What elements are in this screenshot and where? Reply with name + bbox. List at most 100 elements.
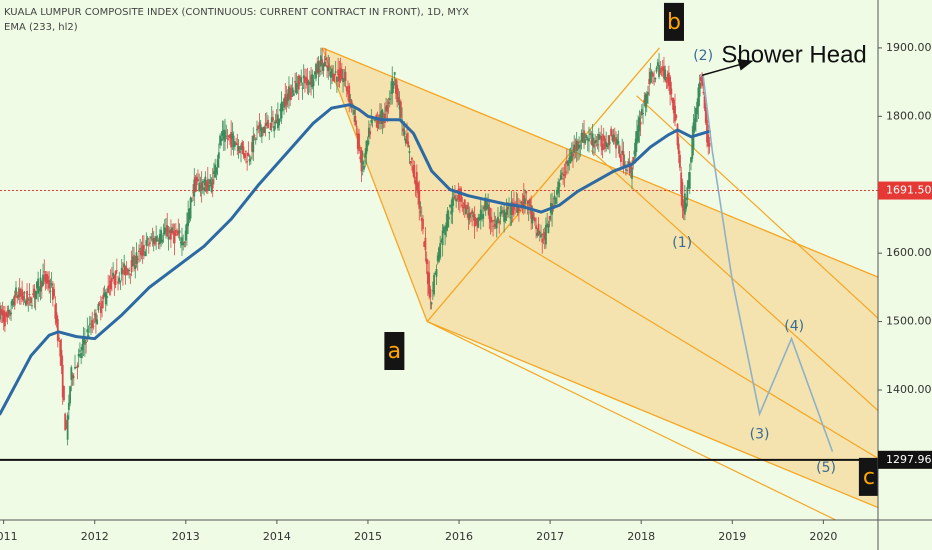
candle-body bbox=[286, 93, 289, 102]
candle-body bbox=[215, 167, 218, 174]
candle-body bbox=[552, 204, 555, 207]
candle-body bbox=[108, 285, 111, 288]
candle-body bbox=[584, 139, 587, 144]
candle-body bbox=[591, 133, 594, 146]
ema-series bbox=[0, 103, 712, 416]
candle-body bbox=[257, 125, 260, 130]
candle-body bbox=[636, 130, 638, 144]
candle-body bbox=[581, 133, 584, 143]
candle-body bbox=[258, 122, 261, 127]
candle-body bbox=[481, 215, 483, 218]
candle-body bbox=[392, 82, 395, 89]
candle-body bbox=[61, 364, 64, 398]
candle-body bbox=[88, 323, 91, 325]
candle-body bbox=[435, 269, 438, 277]
candle-body bbox=[419, 211, 422, 213]
candle-body bbox=[533, 218, 536, 222]
candle-body bbox=[160, 230, 162, 243]
candle-body bbox=[152, 238, 155, 244]
candle-body bbox=[370, 120, 373, 123]
candle-body bbox=[369, 131, 371, 135]
candle-body bbox=[532, 212, 535, 219]
candle-body bbox=[74, 366, 76, 369]
candle-body bbox=[645, 93, 648, 104]
candle-body bbox=[147, 244, 150, 246]
candle-body bbox=[190, 200, 193, 202]
candle-body bbox=[620, 155, 622, 162]
annotation-arrow bbox=[702, 59, 754, 76]
channel-fill bbox=[322, 47, 879, 508]
candle-body bbox=[650, 71, 653, 75]
candle-body bbox=[567, 160, 569, 166]
candle-body bbox=[158, 234, 161, 244]
candle-body bbox=[288, 86, 290, 97]
candle-body bbox=[50, 283, 53, 286]
candle-body bbox=[12, 301, 15, 305]
candle-body bbox=[573, 144, 576, 153]
candle-body bbox=[117, 281, 119, 284]
candle-body bbox=[655, 67, 658, 72]
candle-body bbox=[308, 81, 311, 85]
candle-body bbox=[252, 135, 255, 153]
candle-body bbox=[606, 144, 609, 148]
channel-inner-line bbox=[508, 235, 879, 459]
candle-body bbox=[683, 193, 686, 215]
candle-body bbox=[447, 216, 450, 220]
wave-letter-box bbox=[663, 2, 684, 41]
candle-body bbox=[703, 96, 706, 109]
candle-body bbox=[404, 138, 407, 144]
candle-body bbox=[660, 68, 663, 70]
x-tick-label: 2012 bbox=[81, 530, 109, 543]
candle-body bbox=[15, 287, 17, 296]
candle-body bbox=[695, 107, 697, 123]
candle-body bbox=[134, 265, 137, 270]
candle-body bbox=[451, 197, 454, 213]
candle-body bbox=[193, 179, 196, 197]
candle-body bbox=[424, 237, 427, 251]
x-tick-label: 2017 bbox=[536, 530, 564, 543]
candle-body bbox=[268, 132, 271, 134]
candle-body bbox=[199, 186, 202, 189]
candle-body bbox=[648, 79, 651, 85]
candle-body bbox=[576, 141, 579, 150]
candle-body bbox=[374, 119, 376, 121]
candle-body bbox=[18, 288, 21, 297]
candle-body bbox=[198, 182, 201, 192]
x-tick-label: 2018 bbox=[627, 530, 655, 543]
candle-body bbox=[434, 273, 437, 275]
candle-body bbox=[70, 367, 73, 380]
x-tick-label: 2020 bbox=[809, 530, 837, 543]
candle-body bbox=[149, 242, 151, 244]
candle-body bbox=[429, 289, 432, 298]
candle-body bbox=[110, 277, 113, 282]
candle-body bbox=[312, 80, 315, 87]
candle-body bbox=[430, 302, 433, 305]
candle-body bbox=[413, 165, 416, 179]
x-tick-label: 2014 bbox=[263, 530, 291, 543]
candle-body bbox=[548, 215, 551, 220]
candle-body bbox=[174, 230, 177, 234]
candle-body bbox=[647, 91, 649, 95]
candle-body bbox=[224, 130, 226, 142]
candle-body bbox=[28, 294, 31, 296]
candle-body bbox=[112, 272, 115, 277]
candle-body bbox=[187, 212, 190, 227]
time-axis-panel bbox=[0, 520, 932, 550]
candle-body bbox=[31, 305, 33, 307]
candle-body bbox=[585, 134, 588, 138]
candle-body bbox=[691, 136, 694, 159]
candle-body bbox=[313, 71, 316, 75]
candle-body bbox=[39, 277, 42, 292]
candle-body bbox=[67, 402, 70, 411]
candle-body bbox=[638, 117, 641, 132]
candle-body bbox=[275, 119, 278, 124]
projection-path bbox=[702, 75, 834, 452]
candle-body bbox=[361, 161, 364, 165]
candle-body bbox=[597, 134, 600, 141]
candle-body bbox=[442, 226, 445, 231]
candle-body bbox=[511, 204, 514, 215]
candle-body bbox=[251, 142, 253, 152]
candle-body bbox=[26, 290, 28, 305]
